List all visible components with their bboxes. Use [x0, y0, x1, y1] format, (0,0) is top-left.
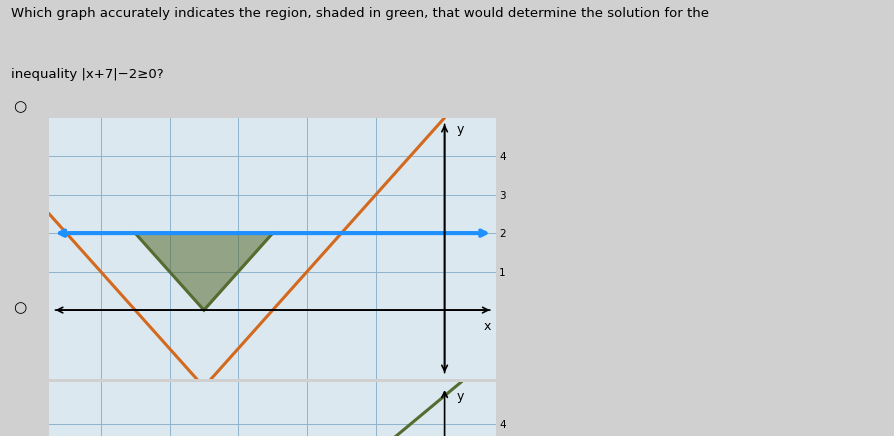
Text: inequality |x+7|−2≥0?: inequality |x+7|−2≥0? — [11, 68, 164, 81]
Text: ○: ○ — [13, 300, 27, 315]
Text: ○: ○ — [13, 99, 27, 114]
Text: y: y — [457, 123, 464, 136]
Text: y: y — [457, 390, 464, 403]
Text: x: x — [484, 320, 491, 333]
Text: Which graph accurately indicates the region, shaded in green, that would determi: Which graph accurately indicates the reg… — [11, 7, 709, 20]
